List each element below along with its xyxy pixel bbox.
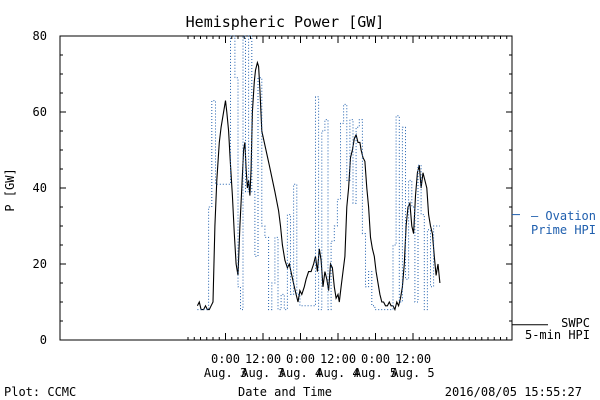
x-tick-date-label: Aug. 4	[316, 366, 359, 380]
x-tick-date-label: Aug. 5	[354, 366, 397, 380]
x-tick-date-label: Aug. 3	[204, 366, 247, 380]
y-axis-label: P [GW]	[3, 168, 17, 211]
y-tick-label: 0	[40, 333, 47, 347]
y-tick-label: 60	[33, 105, 47, 119]
ovation-legend-label: — Ovation	[531, 209, 596, 223]
swpc-legend-label: SWPC	[561, 316, 590, 330]
series-lines	[196, 35, 441, 312]
plot-timestamp: 2016/08/05 15:55:27	[445, 385, 582, 399]
x-tick-time-label: 12:00	[245, 352, 281, 366]
x-tick-date-label: Aug. 5	[391, 366, 434, 380]
x-tick-time-label: 0:00	[286, 352, 315, 366]
x-tick-time-label: 0:00	[361, 352, 390, 366]
ovation-legend-label: Prime HPI	[531, 223, 596, 237]
x-tick-time-label: 12:00	[320, 352, 356, 366]
chart-title: Hemispheric Power [GW]	[186, 13, 385, 31]
x-tick-time-label: 0:00	[211, 352, 240, 366]
y-tick-label: 80	[33, 29, 47, 43]
plot-frame	[59, 35, 513, 341]
swpc-legend-label: 5-min HPI	[525, 328, 590, 342]
x-axis-label: Date and Time	[238, 385, 332, 399]
x-tick-date-label: Aug. 3	[241, 366, 284, 380]
plot-credit: Plot: CCMC	[4, 385, 76, 399]
y-tick-label: 40	[33, 181, 47, 195]
y-axis-ticks: 0 20 40 60 80	[33, 29, 512, 347]
series-swpc-line	[196, 60, 441, 312]
y-tick-label: 20	[33, 257, 47, 271]
x-tick-date-label: Aug. 4	[279, 366, 322, 380]
x-tick-time-label: 12:00	[395, 352, 431, 366]
